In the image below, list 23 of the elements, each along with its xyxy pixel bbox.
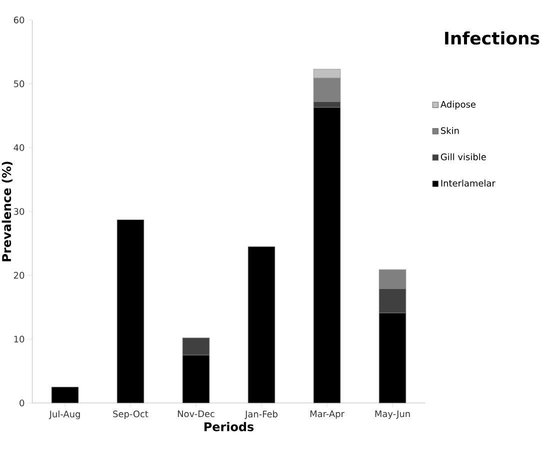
legend-label: Gill visible: [440, 153, 486, 160]
bar: [51, 386, 79, 404]
legend-label: Skin: [441, 127, 459, 134]
legend-label: Adipose: [440, 100, 476, 110]
y-tick-label: 30: [14, 208, 24, 215]
legend-title: Infections: [445, 31, 540, 45]
y-tick-label: 60: [14, 16, 24, 24]
y-tick-label: 10: [14, 336, 24, 343]
y-tick-label: 40: [14, 144, 24, 152]
legend-label: Interlamelar: [441, 180, 496, 187]
x-tick-label: Jan-Feb: [244, 410, 278, 420]
y-tick-label: 50: [14, 80, 24, 88]
x-tick-label: Sep-Oct: [113, 410, 148, 420]
x-tick-label: Jul-Aug: [48, 410, 80, 420]
y-axis-title: Prevalence (%): [2, 162, 12, 262]
y-tick-label: 0: [20, 400, 24, 406]
x-axis-title: Periods: [204, 422, 254, 432]
y-tick-label: 20: [14, 272, 24, 279]
bar: [248, 246, 276, 404]
x-tick-label: May-Jun: [375, 410, 410, 419]
bar: [116, 220, 144, 404]
x-tick-label: Mar-Apr: [310, 410, 344, 419]
x-tick-label: Nov-Dec: [178, 410, 214, 418]
